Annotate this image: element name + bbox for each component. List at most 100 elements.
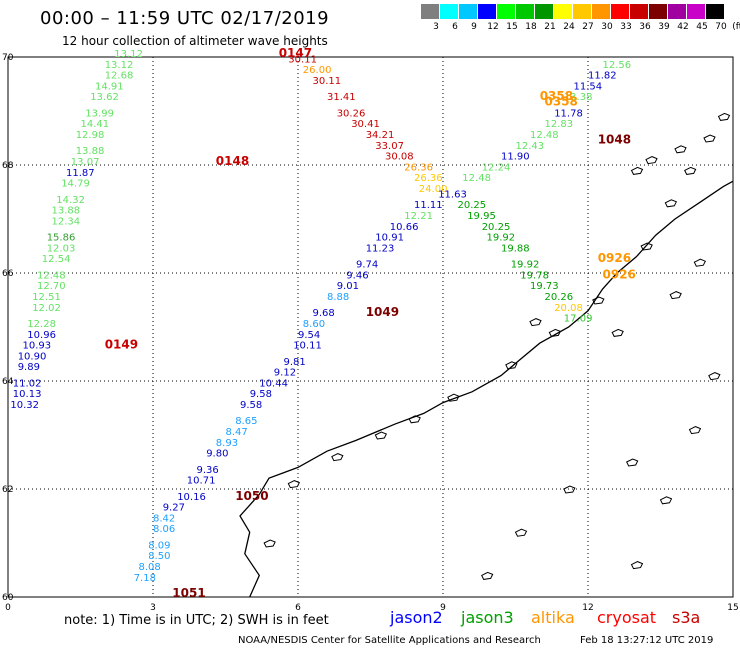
wave-height-label: 10.90 [18, 351, 47, 362]
wave-height-label: 24.00 [419, 184, 448, 195]
wave-height-label: 10.11 [293, 341, 322, 352]
pass-time-label: 1048 [598, 132, 631, 146]
y-tick-label: 66 [2, 269, 14, 279]
wave-height-label: 19.73 [530, 281, 559, 292]
wave-height-label: 13.99 [85, 108, 114, 119]
wave-height-label: 10.44 [259, 378, 288, 389]
island-outline [563, 485, 576, 494]
wave-height-label: 12.48 [462, 173, 491, 184]
wave-height-label: 11.82 [588, 71, 617, 82]
island-outline [717, 112, 731, 121]
wave-height-label: 14.32 [56, 195, 85, 206]
island-outline [263, 539, 276, 548]
colorbar-unit: (ft) [732, 22, 740, 32]
wave-height-label: 8.50 [148, 551, 170, 562]
colorbar-swatch [421, 4, 439, 19]
wave-height-label: 13.12 [105, 60, 134, 71]
legend-jason2: jason2 [390, 608, 443, 627]
wave-height-label: 12.24 [482, 162, 511, 173]
wave-height-label: 9.58 [240, 400, 262, 411]
wave-height-label: 12.43 [516, 141, 545, 152]
island-outline [287, 480, 301, 489]
island-outline [592, 296, 605, 305]
page-title: 00:00 – 11:59 UTC 02/17/2019 [40, 8, 330, 29]
wave-height-label: 10.16 [177, 492, 206, 503]
wave-height-label: 10.93 [23, 341, 52, 352]
wave-height-label: 12.54 [42, 254, 71, 265]
x-tick-label: 12 [582, 603, 593, 613]
island-outline [331, 453, 344, 462]
pass-time-label: 0149 [105, 338, 138, 352]
wave-height-label: 10.96 [27, 330, 56, 341]
page-subtitle: 12 hour collection of altimeter wave hei… [62, 34, 328, 48]
wave-height-label: 12.21 [404, 211, 433, 222]
colorbar-swatch [478, 4, 496, 19]
wave-height-label: 9.36 [197, 465, 219, 476]
colorbar-swatch [516, 4, 534, 19]
wave-height-label: 13.07 [71, 157, 100, 168]
wave-height-label: 9.01 [337, 281, 359, 292]
legend-s3a: s3a [672, 608, 701, 627]
island-outline [625, 458, 639, 467]
pass-time-label: 0926 [598, 251, 631, 265]
wave-height-label: 11.11 [414, 200, 443, 211]
colorbar-swatch [706, 4, 724, 19]
y-tick-label: 62 [2, 485, 13, 495]
wave-height-label: 8.42 [153, 513, 175, 524]
wave-height-label: 8.08 [139, 562, 161, 573]
island-outline [674, 145, 687, 154]
colorbar-swatch [440, 4, 458, 19]
wave-height-label: 12.02 [32, 303, 61, 314]
island-outline [708, 372, 721, 381]
pass-time-label: 0147 [279, 46, 312, 60]
pass-time-label: 0148 [216, 154, 249, 168]
wave-height-label: 9.81 [284, 357, 306, 368]
wave-height-label: 14.91 [95, 81, 124, 92]
wave-height-label: 8.88 [327, 292, 349, 303]
wave-height-label: 19.92 [487, 233, 516, 244]
wave-height-label: 15.86 [47, 233, 76, 244]
colorbar-label: 70 [715, 22, 727, 32]
wave-height-label: 13.12 [114, 49, 143, 60]
wave-height-label: 20.25 [482, 222, 511, 233]
island-outline [664, 199, 678, 208]
wave-height-label: 11.23 [366, 243, 395, 254]
map-frame [7, 56, 734, 598]
island-outline [374, 431, 388, 440]
island-outline [693, 258, 707, 267]
island-outline [480, 571, 494, 580]
wave-height-label: 19.95 [467, 211, 496, 222]
wave-height-label: 20.25 [458, 200, 487, 211]
y-tick-label: 68 [2, 161, 14, 171]
legend-altika: altika [531, 608, 575, 627]
colorbar-label: 33 [620, 22, 632, 32]
wave-height-label: 26.36 [414, 173, 443, 184]
wave-height-label: 13.88 [52, 206, 81, 217]
colorbar-swatch [687, 4, 705, 19]
colorbar-swatch [573, 4, 591, 19]
wave-height-label: 9.68 [313, 308, 335, 319]
colorbar-swatch [630, 4, 648, 19]
wave-height-label: 17.09 [564, 314, 593, 325]
wave-height-label: 9.89 [18, 362, 40, 373]
wave-height-label: 20.08 [554, 303, 583, 314]
colorbar-swatch [592, 4, 610, 19]
x-tick-label: 9 [440, 603, 446, 613]
pass-time-label: 1049 [366, 305, 399, 319]
wave-height-label: 10.32 [10, 400, 39, 411]
wave-height-label: 9.27 [163, 503, 185, 514]
wave-height-label: 12.28 [27, 319, 56, 330]
wave-height-label: 30.26 [337, 108, 366, 119]
island-outline [630, 166, 644, 175]
wave-height-label: 8.06 [153, 524, 175, 535]
x-tick-label: 6 [295, 603, 301, 613]
colorbar-swatch [535, 4, 553, 19]
wave-height-label: 8.60 [303, 319, 325, 330]
wave-height-label: 33.07 [375, 141, 404, 152]
colorbar-label: 30 [601, 22, 613, 32]
footer-credit: NOAA/NESDIS Center for Satellite Applica… [238, 635, 541, 646]
wave-height-label: 30.41 [351, 119, 380, 130]
wave-height-label: 13.38 [564, 92, 593, 103]
wave-height-label: 30.08 [385, 152, 414, 163]
